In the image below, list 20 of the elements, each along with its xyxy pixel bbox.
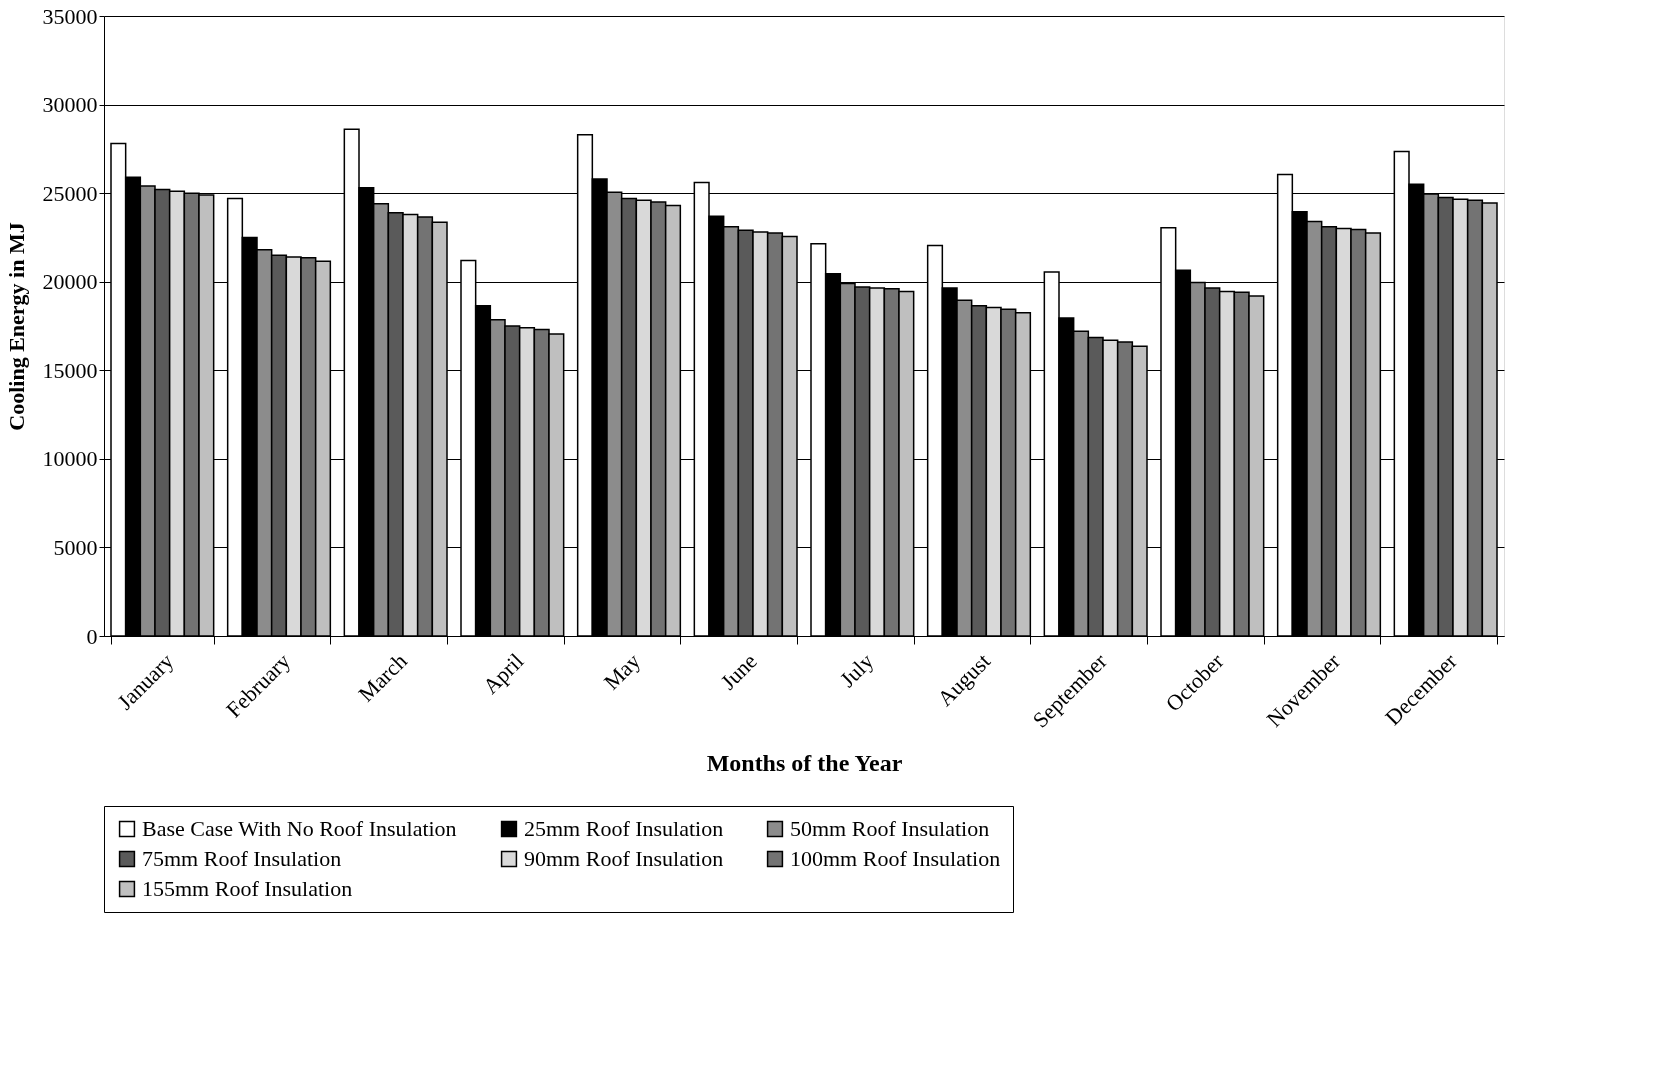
y-tick-label: 35000 [42,3,98,29]
x-tick-label: May [598,648,646,695]
x-tick-label: July [834,648,879,692]
legend-label: 90mm Roof Insulation [524,846,724,871]
legend-label: 100mm Roof Insulation [790,846,1001,871]
legend-label: 155mm Roof Insulation [142,876,353,901]
y-tick-label: 20000 [42,269,98,295]
y-tick-label: 5000 [53,534,98,560]
legend-label: 25mm Roof Insulation [524,816,724,841]
y-tick-label: 25000 [42,180,98,206]
x-tick-label: June [715,648,762,695]
y-tick-label: 0 [86,623,98,649]
x-axis-title: Months of the Year [706,749,903,776]
legend-label: 75mm Roof Insulation [142,846,342,871]
y-tick-label: 10000 [42,446,98,472]
y-tick-label: 30000 [42,92,98,118]
legend-label: Base Case With No Roof Insulation [142,816,457,841]
y-axis-title: Cooling Energy in MJ [3,222,29,431]
legend-label: 50mm Roof Insulation [790,816,990,841]
y-tick-label: 15000 [42,357,98,383]
